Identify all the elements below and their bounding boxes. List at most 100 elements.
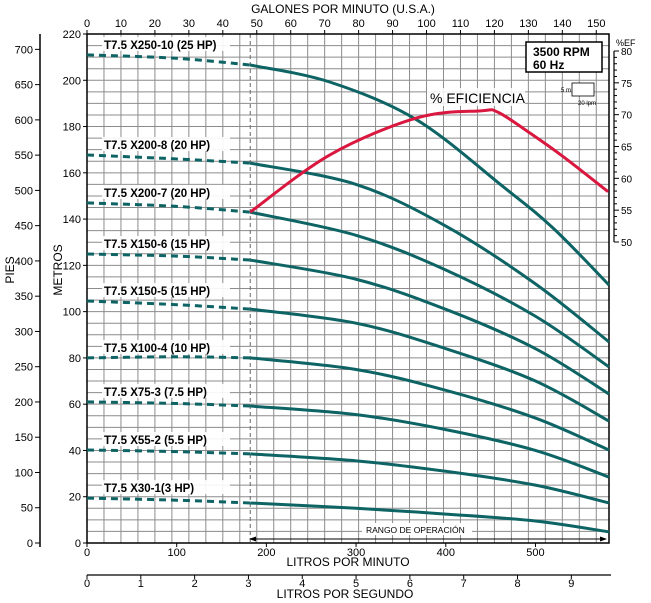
pump-curve-3 [249, 258, 610, 396]
pump-curve-dashed-6 [86, 400, 251, 408]
y2-tick-label: 200 [15, 397, 33, 409]
y-tick-label: 160 [63, 168, 81, 180]
curve-label-bg [102, 431, 230, 446]
curve-label-8: T7.5 X30-1(3 HP) [104, 483, 194, 495]
y2-tick-label: 50 [21, 503, 33, 515]
y-tick-label: 60 [69, 399, 81, 411]
top-tick-label: 110 [452, 18, 470, 30]
x-tick-label: 500 [526, 547, 544, 559]
y-tick-label: 120 [63, 260, 81, 272]
y-tick-label: 100 [63, 307, 81, 319]
curve-label-4: T7.5 X150-5 (15 HP) [104, 286, 210, 298]
pump-curve-dashed-4 [86, 299, 251, 311]
curve-label-bg [102, 480, 230, 495]
top-tick-label: 30 [183, 18, 195, 30]
pump-curve-8 [250, 501, 610, 534]
pump-curve-dashed-2 [86, 201, 251, 214]
x2-tick-label: 0 [84, 578, 90, 590]
y2-tick-label: 650 [15, 80, 33, 92]
pump-curve-dashed-1 [86, 153, 251, 165]
eff-tick-label: 75 [621, 79, 633, 90]
x-tick-label: 100 [168, 547, 186, 559]
pump-curve-1 [249, 161, 610, 344]
pump-curve-dashed-3 [86, 252, 251, 262]
operating-range: RANGO DE OPERACIÓN [249, 523, 607, 542]
efficiency-curve [249, 108, 610, 214]
scale-h-label: 20 lpm [578, 101, 596, 107]
pump-curve-dashed-5 [86, 355, 251, 360]
y2-tick-label: 0 [27, 538, 33, 550]
curve-label-bg [102, 137, 230, 152]
top-tick-label: 90 [386, 18, 398, 30]
top-tick-label: 10 [115, 18, 127, 30]
eff-tick-label: 55 [621, 206, 633, 217]
y-tick-label: 200 [63, 75, 81, 87]
y-tick-label: 140 [63, 214, 81, 226]
x2-tick-label: 1 [138, 578, 144, 590]
curve-label-6: T7.5 X75-3 (7.5 HP) [104, 387, 207, 399]
y2-tick-label: 350 [15, 291, 33, 303]
top-tick-label: 150 [587, 18, 605, 30]
top-tick-label: 80 [352, 18, 364, 30]
pump-curve-0 [249, 63, 611, 287]
pump-curve-6 [250, 404, 610, 479]
top-tick-label: 50 [251, 18, 263, 30]
curve-label-3: T7.5 X150-6 (15 HP) [104, 239, 210, 251]
y2-tick-label: 700 [15, 44, 33, 56]
y2-tick-label: 150 [15, 432, 33, 444]
top-tick-label: 60 [285, 18, 297, 30]
eff-axis-title: %EF [616, 38, 636, 48]
top-tick-label: 70 [319, 18, 331, 30]
y-tick-label: 220 [63, 29, 81, 41]
y2-tick-label: 100 [15, 467, 33, 479]
x2-tick-label: 7 [461, 578, 467, 590]
x2-axis-title: LITROS POR SEGUNDO [277, 587, 414, 601]
curve-label-2: T7.5 X200-7 (20 HP) [104, 188, 210, 200]
x-tick-label: 0 [84, 547, 90, 559]
rpm-label: 3500 RPM [533, 45, 590, 59]
pump-curve-7 [250, 452, 610, 505]
pump-curves [86, 53, 611, 534]
axes: 0 10 20 30 40 50 60 70 80 90 100 110 120 130 140 150020… [15, 18, 633, 590]
curve-label-5: T7.5 X100-4 (10 HP) [104, 343, 210, 355]
eff-tick-label: 50 [621, 238, 633, 249]
x2-tick-label: 8 [514, 578, 520, 590]
top-axis-title: GALONES POR MINUTO (U.S.A.) [251, 2, 435, 16]
pump-curve-dashed-8 [86, 496, 251, 505]
curve-label-bg [102, 383, 230, 398]
y-tick-label: 80 [69, 353, 81, 365]
pump-curve-5 [250, 356, 610, 452]
curve-label-bg [102, 184, 230, 199]
y2-tick-label: 300 [15, 326, 33, 338]
y2-tick-label: 450 [15, 221, 33, 233]
operating-range-label: RANGO DE OPERACIÓN [366, 525, 465, 535]
y2-axis-title: PIES [3, 256, 17, 283]
hz-label: 60 Hz [533, 58, 564, 72]
x-tick-label: 300 [347, 547, 365, 559]
pump-curve-dashed-7 [86, 448, 251, 456]
scale-v-label: 5 m [561, 88, 571, 94]
x-tick-label: 200 [257, 547, 275, 559]
y2-tick-label: 550 [15, 150, 33, 162]
x-axis-title: LITROS POR MINUTO [286, 555, 409, 569]
top-tick-label: 140 [553, 18, 571, 30]
eff-tick-label: 70 [621, 111, 633, 122]
eff-tick-label: 60 [621, 174, 633, 185]
top-tick-label: 20 [149, 18, 161, 30]
x2-tick-label: 6 [407, 578, 413, 590]
pump-curve-dashed-0 [86, 53, 251, 67]
top-tick-label: 120 [485, 18, 503, 30]
scale-legend: 5 m 20 lpm [561, 82, 596, 107]
pump-curve-4 [250, 307, 610, 423]
y2-tick-label: 400 [15, 256, 33, 268]
x2-tick-label: 9 [568, 578, 574, 590]
curve-labels: T7.5 X250-10 (25 HP) T7.5 X200-8 (20 HP) T… [102, 36, 230, 495]
curve-label-bg [102, 339, 230, 354]
eff-tick-label: 65 [621, 143, 633, 154]
top-tick-label: 100 [417, 18, 435, 30]
top-tick-label: 40 [217, 18, 229, 30]
x2-tick-label: 3 [245, 578, 251, 590]
efficiency-label: % EFICIENCIA [430, 90, 526, 106]
eff-tick-label: 80 [621, 47, 633, 58]
